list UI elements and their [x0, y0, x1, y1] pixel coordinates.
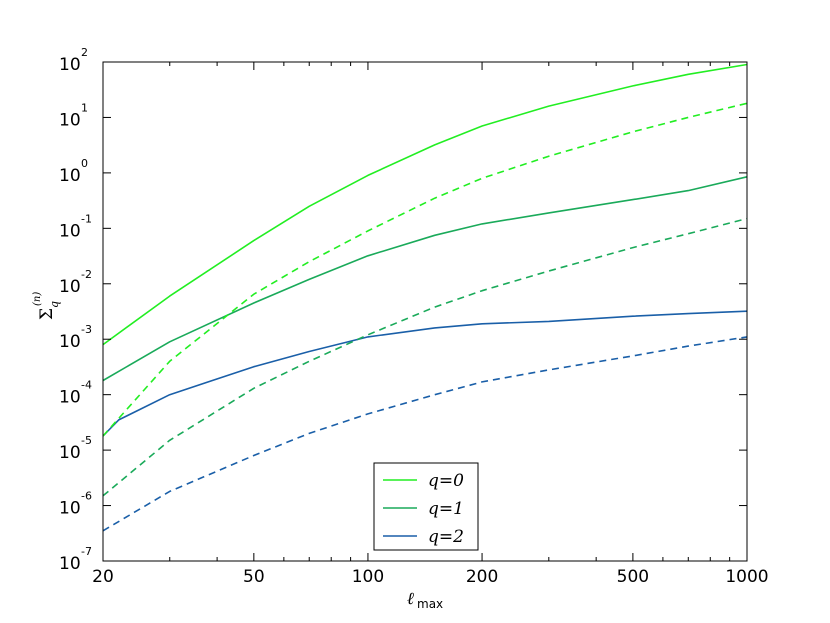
x-tick-label: 500: [617, 567, 649, 587]
y-tick-exponent: -3: [81, 323, 92, 336]
y-tick-label: 10: [59, 332, 81, 352]
y-axis-label: Σ q (n): [32, 292, 61, 320]
y-tick-exponent: -6: [81, 490, 92, 503]
y-tick-exponent: -1: [81, 212, 92, 225]
y-tick-label: 10: [59, 388, 81, 408]
y-tick-exponent: -2: [81, 268, 92, 281]
x-tick-label: 20: [92, 567, 114, 587]
y-tick-exponent: -5: [81, 434, 92, 447]
y-tick-label: 10: [59, 499, 81, 519]
y-tick-label: 10: [59, 55, 81, 75]
series-line-3: [102, 102, 748, 437]
series-line-2: [102, 310, 748, 437]
x-tick-label: 50: [243, 567, 265, 587]
x-axis-label-sub: max: [417, 597, 443, 611]
plot-frame: [102, 61, 748, 562]
y-tick-exponent: 2: [81, 46, 88, 59]
y-tick-label: 10: [59, 221, 81, 241]
series-line-0: [102, 63, 748, 346]
ticks-layer: 20 50 100 200 500 100010-710-610-510-410-310-…: [59, 46, 769, 587]
y-tick-label: 10: [59, 554, 81, 574]
y-tick-exponent: 1: [81, 101, 88, 114]
x-tick-label: 100: [352, 567, 384, 587]
legend-label: q=1: [428, 499, 464, 519]
series-layer: [102, 63, 748, 532]
x-tick-label: 1000: [725, 567, 768, 587]
svg-text:q: q: [48, 301, 61, 308]
svg-text:(n): (n): [32, 292, 43, 306]
x-tick-label: 200: [466, 567, 498, 587]
svg-text:Σ: Σ: [37, 308, 57, 320]
series-line-4: [102, 217, 748, 497]
y-tick-label: 10: [59, 277, 81, 297]
legend-label: q=2: [428, 527, 464, 547]
x-axis-label: ℓ: [407, 589, 414, 609]
y-tick-label: 10: [59, 110, 81, 130]
y-tick-label: 10: [59, 443, 81, 463]
series-line-5: [102, 336, 748, 532]
y-tick-exponent: -4: [81, 379, 92, 392]
legend: q=0 q=1 q=2: [373, 462, 479, 551]
y-tick-label: 10: [59, 166, 81, 186]
y-tick-exponent: 0: [81, 157, 88, 170]
y-tick-exponent: -7: [81, 545, 92, 558]
legend-label: q=0: [428, 471, 464, 491]
series-line-1: [102, 176, 748, 382]
